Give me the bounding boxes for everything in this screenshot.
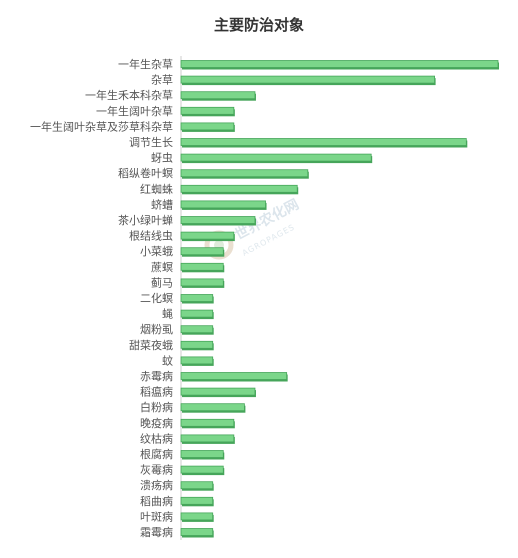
- category-label: 赤霉病: [140, 369, 173, 383]
- bar-15: [180, 294, 214, 302]
- bar-9: [180, 200, 266, 209]
- bar-1: [180, 75, 436, 84]
- bar-13: [180, 262, 224, 271]
- category-label: 杂草: [151, 74, 173, 87]
- category-label: 一年生阔叶杂草及莎草科杂草: [30, 119, 173, 133]
- category-label: 蚜虫: [151, 151, 173, 165]
- bar-19: [180, 356, 214, 365]
- category-label: 茶小绿叶蝉: [118, 213, 173, 227]
- category-label: 纹枯病: [140, 431, 173, 445]
- bars-group: [180, 60, 499, 538]
- bar-25: [180, 450, 224, 458]
- bar-4: [180, 122, 235, 131]
- category-label: 调节生长: [129, 135, 173, 149]
- bar-3: [180, 106, 235, 115]
- bar-26: [180, 465, 224, 474]
- category-label: 霜霉病: [140, 525, 173, 539]
- bar-28: [180, 496, 214, 505]
- bar-17: [180, 325, 214, 334]
- category-label: 灰霉病: [140, 463, 173, 477]
- category-label: 稻纵卷叶螟: [118, 166, 173, 180]
- category-label: 蔗螟: [151, 261, 173, 274]
- category-label: 晚疫病: [140, 416, 173, 430]
- category-label: 一年生阔叶杂草: [96, 104, 173, 118]
- bar-5: [180, 138, 467, 146]
- category-label: 溃疡病: [140, 478, 173, 492]
- category-label: 二化螟: [140, 291, 173, 305]
- bar-27: [180, 481, 214, 490]
- bar-8: [180, 184, 298, 193]
- category-label: 蚊: [162, 353, 173, 367]
- bar-22: [180, 403, 245, 412]
- category-label: 蓟马: [151, 276, 173, 289]
- category-label: 叶斑病: [140, 509, 173, 523]
- category-label: 根腐病: [140, 447, 173, 461]
- category-label: 小菜蛾: [140, 245, 173, 258]
- bar-29: [180, 512, 214, 521]
- bar-10: [180, 216, 256, 224]
- category-label: 蛴螬: [151, 197, 173, 211]
- bar-2: [180, 91, 256, 100]
- category-label: 蝇: [162, 308, 173, 321]
- bar-20: [180, 372, 288, 380]
- category-label: 一年生禾本科杂草: [85, 88, 173, 102]
- category-label: 红蜘蛛: [140, 182, 173, 196]
- bar-12: [180, 247, 224, 256]
- bar-23: [180, 418, 235, 427]
- bar-6: [180, 153, 372, 162]
- bar-16: [180, 309, 214, 318]
- bar-24: [180, 434, 235, 443]
- chart-title: 主要防治对象: [213, 16, 304, 34]
- category-labels-group: 一年生杂草杂草一年生禾本科杂草一年生阔叶杂草一年生阔叶杂草及莎草科杂草调节生长蚜…: [30, 57, 173, 539]
- bar-11: [180, 231, 235, 240]
- category-label: 白粉病: [140, 400, 173, 414]
- bar-14: [180, 278, 224, 287]
- bar-7: [180, 169, 309, 178]
- category-label: 稻瘟病: [140, 385, 173, 399]
- category-label: 一年生杂草: [118, 57, 173, 71]
- category-label: 根结线虫: [129, 229, 173, 243]
- bar-18: [180, 340, 214, 349]
- bar-21: [180, 387, 256, 396]
- category-label: 烟粉虱: [140, 322, 173, 336]
- bar-0: [180, 60, 499, 68]
- bar-30: [180, 528, 214, 536]
- category-label: 稻曲病: [140, 494, 173, 508]
- category-label: 甜菜夜蛾: [129, 338, 173, 352]
